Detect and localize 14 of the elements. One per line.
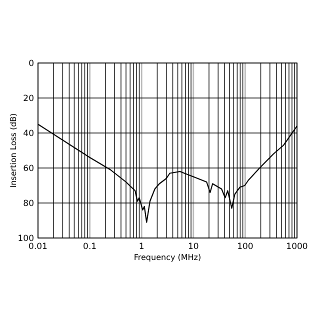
x-tick-label: 10 (188, 242, 199, 252)
y-tick-label: 60 (23, 164, 34, 174)
y-tick-label: 100 (18, 234, 34, 244)
x-tick-label: 1 (138, 242, 144, 252)
x-tick-label: 0.1 (83, 242, 97, 252)
y-tick-label: 20 (23, 94, 34, 104)
x-tick-label: 100 (237, 242, 254, 252)
x-tick-label: 0.01 (28, 242, 48, 252)
y-axis-title: Insertion Loss (dB) (9, 113, 18, 188)
y-tick-label: 0 (28, 59, 34, 69)
x-tick-label: 1000 (286, 242, 308, 252)
x-axis-title: Frequency (MHz) (134, 253, 202, 262)
y-tick-label: 80 (23, 199, 34, 209)
y-tick-label: 40 (23, 129, 34, 139)
